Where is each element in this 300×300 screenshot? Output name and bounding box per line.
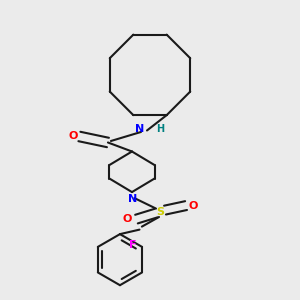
Text: F: F <box>129 240 136 250</box>
Text: H: H <box>157 124 165 134</box>
Text: O: O <box>189 201 198 211</box>
Text: O: O <box>69 131 78 142</box>
Text: S: S <box>157 207 164 217</box>
Text: O: O <box>123 214 132 224</box>
Text: N: N <box>135 124 144 134</box>
Text: N: N <box>128 194 137 205</box>
